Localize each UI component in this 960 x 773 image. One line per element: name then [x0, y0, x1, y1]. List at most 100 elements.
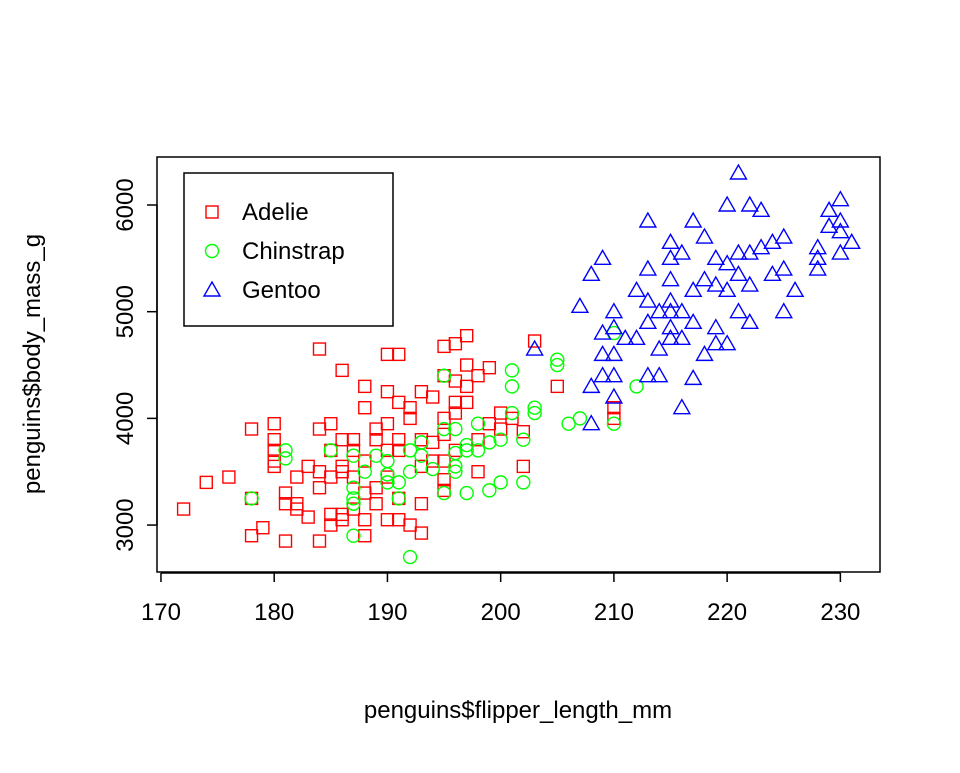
data-point-adelie: [448, 336, 463, 351]
data-point-adelie: [312, 342, 327, 356]
data-point-adelie: [312, 534, 327, 548]
data-point-gentoo: [661, 248, 680, 266]
y-axis-label: penguins$body_mass_g: [19, 234, 46, 494]
data-point-gentoo: [672, 398, 692, 415]
data-point-gentoo: [661, 328, 680, 346]
data-point-adelie: [437, 427, 451, 442]
legend-marker-adelie: [205, 205, 219, 219]
data-point-adelie: [459, 379, 474, 394]
data-point-adelie: [358, 486, 372, 500]
data-point-adelie: [426, 390, 440, 404]
data-point-gentoo: [683, 312, 703, 330]
data-point-chinstrap: [572, 411, 588, 426]
data-point-adelie: [244, 422, 259, 436]
data-point-adelie: [403, 411, 417, 426]
data-point-adelie: [392, 347, 406, 362]
data-point-gentoo: [774, 227, 793, 244]
data-point-gentoo: [638, 366, 658, 383]
x-axis-label: penguins$flipper_length_mm: [364, 697, 672, 724]
data-point-gentoo: [808, 248, 827, 266]
data-point-adelie: [550, 379, 564, 394]
data-point-chinstrap: [550, 357, 565, 373]
data-point-adelie: [312, 422, 327, 436]
data-point-gentoo: [717, 254, 737, 271]
data-point-adelie: [437, 473, 451, 487]
data-point-gentoo: [751, 200, 771, 218]
legend-marker-chinstrap: [204, 243, 220, 259]
data-point-gentoo: [661, 270, 680, 287]
data-point-chinstrap: [414, 448, 429, 463]
data-point-chinstrap: [436, 485, 452, 501]
x-tick-label: 180: [254, 599, 294, 626]
data-point-gentoo: [661, 302, 680, 319]
data-point-chinstrap: [459, 485, 474, 501]
data-point-adelie: [199, 475, 213, 490]
data-point-adelie: [312, 481, 327, 495]
data-point-gentoo: [683, 280, 703, 298]
data-point-chinstrap: [414, 435, 429, 450]
data-point-chinstrap: [402, 549, 418, 565]
data-point-chinstrap: [436, 421, 452, 437]
data-point-gentoo: [706, 248, 726, 266]
data-point-chinstrap: [482, 435, 497, 450]
data-point-gentoo: [525, 339, 544, 356]
data-point-adelie: [493, 422, 508, 436]
x-tick-label: 210: [594, 599, 634, 626]
data-point-adelie: [607, 401, 621, 415]
data-point-gentoo: [729, 243, 748, 260]
data-point-adelie: [380, 417, 395, 431]
data-point-adelie: [527, 334, 542, 348]
data-point-gentoo: [751, 238, 771, 255]
data-point-gentoo: [582, 414, 601, 431]
data-point-adelie: [267, 417, 281, 431]
x-axis: 170 180 190 200 210 220 230: [141, 572, 860, 626]
data-point-gentoo: [604, 302, 624, 319]
data-point-adelie: [516, 425, 531, 439]
data-point-adelie: [459, 328, 474, 343]
data-point-adelie: [471, 465, 485, 479]
data-point-adelie: [335, 513, 349, 527]
data-point-chinstrap: [527, 400, 542, 415]
data-point-chinstrap: [448, 464, 463, 479]
data-point-gentoo: [582, 376, 601, 394]
data-point-adelie: [244, 529, 259, 543]
data-point-gentoo: [638, 312, 658, 330]
data-point-adelie: [335, 433, 349, 447]
data-point-gentoo: [695, 270, 714, 287]
data-point-gentoo: [831, 222, 850, 239]
data-point-adelie: [358, 529, 372, 543]
data-point-gentoo: [740, 312, 759, 330]
data-point-adelie: [369, 433, 383, 447]
data-point-gentoo: [729, 302, 748, 319]
data-point-gentoo: [683, 211, 703, 228]
legend-label-chinstrap: Chinstrap: [242, 238, 345, 265]
data-point-chinstrap: [402, 464, 418, 479]
data-point-chinstrap: [470, 443, 486, 458]
data-point-adelie: [312, 465, 327, 479]
data-point-gentoo: [649, 302, 669, 319]
data-point-gentoo: [616, 328, 635, 346]
data-point-adelie: [346, 443, 361, 458]
x-tick-label: 200: [481, 599, 521, 626]
data-point-chinstrap: [391, 475, 406, 490]
data-point-chinstrap: [504, 405, 520, 421]
data-point-chinstrap: [380, 475, 395, 490]
data-point-gentoo: [661, 291, 680, 308]
data-point-adelie: [358, 379, 372, 394]
data-point-adelie: [392, 433, 406, 447]
y-tick-label: 5000: [112, 285, 139, 338]
data-point-adelie: [448, 406, 463, 420]
data-point-gentoo: [774, 259, 793, 276]
data-point-adelie: [267, 459, 281, 474]
data-point-gentoo: [831, 190, 850, 207]
data-point-adelie: [380, 385, 395, 399]
data-points: [176, 163, 861, 565]
data-point-adelie: [346, 433, 361, 447]
x-tick-label: 220: [707, 599, 747, 626]
data-point-chinstrap: [323, 443, 339, 458]
data-point-adelie: [358, 401, 372, 415]
x-tick-label: 230: [820, 599, 860, 626]
data-point-chinstrap: [493, 475, 508, 490]
data-point-chinstrap: [550, 352, 565, 367]
